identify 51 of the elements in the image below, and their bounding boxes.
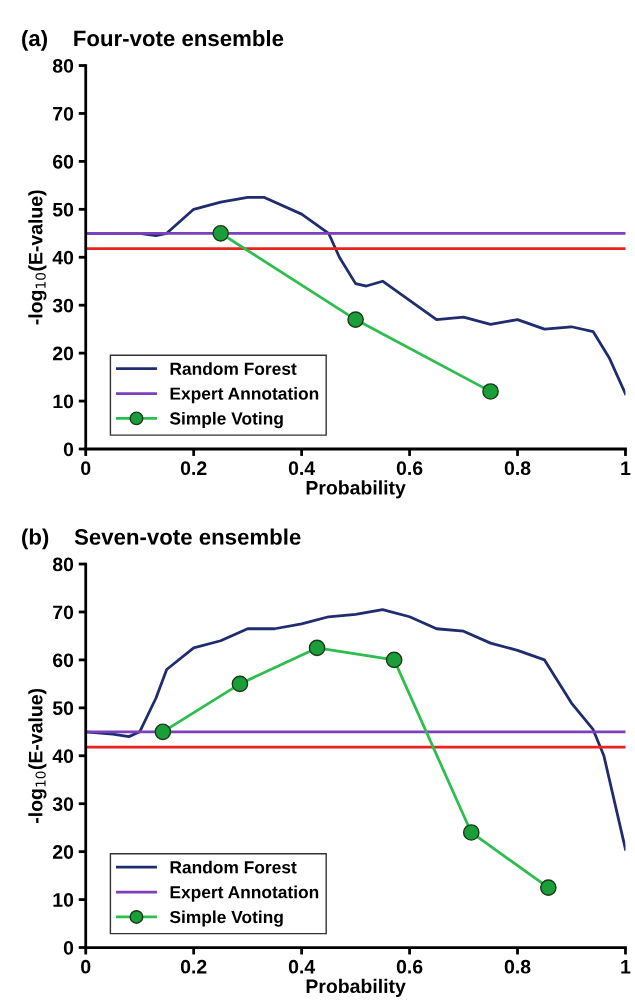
point	[385, 651, 403, 669]
y-tick-label: 0	[63, 442, 74, 457]
x-axis-title: Probability	[306, 480, 406, 499]
x-tick-label: 0.2	[180, 461, 207, 476]
x-tick-label: 0.4	[288, 959, 316, 974]
legend-label: Simple Voting	[169, 910, 283, 927]
x-tick-label: 0.8	[504, 461, 531, 476]
legend-label: Random Forest	[170, 860, 297, 874]
y-tick-label: 10	[53, 893, 74, 907]
point	[231, 675, 249, 693]
y-axis-title: -log$_{10}$(E-value)	[28, 190, 47, 325]
point	[482, 383, 499, 400]
y-tick-label: 0	[63, 940, 74, 955]
y-tick-label: 40	[52, 250, 74, 265]
x-tick-label: 0.8	[504, 959, 531, 974]
y-tick-label: 30	[52, 298, 74, 313]
legend-label: Expert Annotation	[170, 885, 319, 902]
y-tick-label: 80	[52, 557, 74, 572]
x-tick-label: 0.6	[396, 461, 423, 476]
y-tick-label: 60	[53, 154, 74, 169]
y-tick-label: 70	[53, 605, 74, 620]
y-tick-label: 30	[52, 797, 74, 811]
point	[154, 723, 172, 741]
y-tick-label: 50	[52, 202, 74, 217]
legend-label: Random Forest	[170, 362, 297, 375]
y-tick-label: 70	[53, 106, 74, 121]
x-tick-label: 1	[621, 960, 631, 974]
x-tick-label: 0.6	[396, 959, 423, 974]
point	[308, 639, 326, 657]
y-tick-label: 20	[52, 845, 74, 859]
legend-label: Simple Voting	[169, 411, 283, 429]
y-tick-label: 80	[52, 58, 74, 73]
y-tick-label: 60	[53, 653, 74, 668]
y-tick-label: 50	[52, 701, 74, 716]
y-tick-label: 20	[52, 346, 74, 361]
point	[347, 311, 364, 328]
x-axis-title: Probability	[306, 978, 406, 997]
y-tick-label: 10	[53, 394, 74, 409]
point	[540, 879, 557, 896]
chart-title: (b) Seven-vote ensemble	[22, 528, 301, 550]
legend-label: Expert Annotation	[170, 387, 319, 404]
x-tick-label: 1	[621, 461, 631, 475]
y-tick-label: 40	[52, 749, 74, 764]
x-tick-label: 0	[81, 461, 91, 476]
x-tick-label: 0.4	[288, 461, 316, 476]
point	[462, 824, 480, 841]
x-tick-label: 0	[81, 959, 91, 974]
chart-title: (a) Four-vote ensemble	[22, 29, 284, 51]
y-axis-title: -log$_{10}$(E-value)	[28, 688, 47, 823]
x-tick-label: 0.2	[180, 959, 207, 974]
point	[212, 224, 229, 242]
